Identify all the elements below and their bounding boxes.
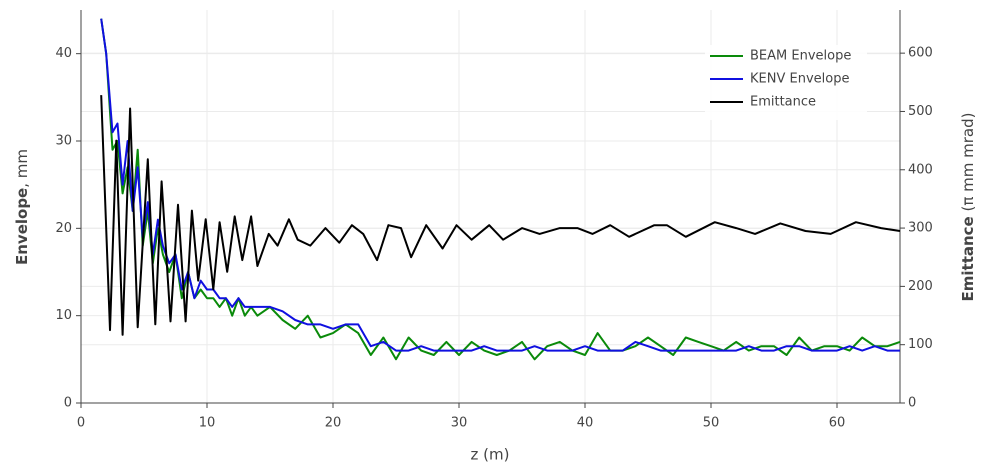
y-tick-label: 0: [64, 396, 72, 411]
legend-label: KENV Envelope: [750, 72, 849, 87]
x-tick-label: 20: [325, 416, 342, 431]
line-series: [100, 18, 901, 361]
y-axis-label-unit: , mm: [13, 149, 31, 188]
y2-tick-label: 600: [908, 46, 933, 61]
line-series: [100, 18, 900, 352]
legend-label: BEAM Envelope: [750, 49, 851, 64]
legend-box: [705, 45, 867, 120]
x-tick-label: 10: [199, 416, 216, 431]
x-axis-label: z (m): [471, 446, 510, 464]
y2-axis-label: Emittance (π mm mrad): [959, 113, 977, 302]
y2-tick-label: 500: [908, 104, 933, 119]
x-tick-label: 30: [451, 416, 468, 431]
x-tick-label: 40: [577, 416, 594, 431]
x-tick-label: 0: [77, 416, 85, 431]
y2-tick-label: 300: [908, 221, 933, 236]
y2-tick-label: 0: [908, 396, 916, 411]
y-tick-label: 30: [55, 134, 72, 149]
y2-axis-label-unit: (π mm mrad): [959, 113, 977, 217]
y2-axis-label-name: Emittance: [959, 216, 977, 301]
y-tick-label: 40: [55, 46, 72, 61]
x-tick-label: 50: [703, 416, 720, 431]
legend-label: Emittance: [750, 95, 816, 110]
y-axis-label-name: Envelope: [13, 188, 31, 265]
y-tick-label: 20: [55, 221, 72, 236]
y-axis-label: Envelope, mm: [13, 149, 31, 265]
y2-tick-label: 400: [908, 162, 933, 177]
y-tick-label: 10: [55, 308, 72, 323]
y2-tick-label: 200: [908, 279, 933, 294]
line-series: [100, 95, 901, 336]
x-tick-label: 60: [829, 416, 846, 431]
y2-tick-label: 100: [908, 337, 933, 352]
